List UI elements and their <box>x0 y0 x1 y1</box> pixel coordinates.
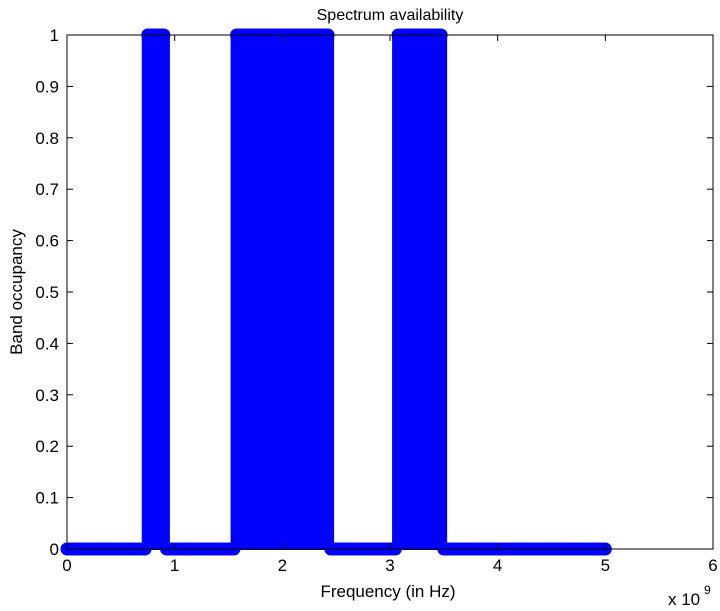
y-tick-label: 0.7 <box>35 180 59 199</box>
x-tick-label: 6 <box>708 556 717 575</box>
y-tick-label: 0.2 <box>35 437 59 456</box>
y-tick-label: 0.8 <box>35 129 59 148</box>
y-tick-label: 0.9 <box>35 77 59 96</box>
chart-title: Spectrum availability <box>317 7 464 24</box>
x-exponent-power: 9 <box>704 583 711 597</box>
y-axis-ticks: 0 0.1 0.2 0.3 0.4 0.5 0.6 0.7 0.8 0.9 1 <box>35 26 713 559</box>
x-tick-label: 1 <box>170 556 179 575</box>
x-exponent-label: x 10 <box>668 590 700 609</box>
y-tick-label: 0 <box>50 540 59 559</box>
plot-area <box>67 35 713 549</box>
y-axis-label: Band occupancy <box>7 229 26 355</box>
y-tick-label: 1 <box>50 26 59 45</box>
x-axis-label: Frequency (in Hz) <box>320 582 455 601</box>
x-tick-label: 4 <box>493 556 502 575</box>
x-axis-ticks: 0 1 2 3 4 5 6 <box>62 35 718 575</box>
x-tick-label: 5 <box>601 556 610 575</box>
y-tick-label: 0.1 <box>35 489 59 508</box>
y-tick-label: 0.3 <box>35 386 59 405</box>
x-tick-label: 2 <box>278 556 287 575</box>
y-tick-label: 0.5 <box>35 283 59 302</box>
x-tick-label: 0 <box>62 556 71 575</box>
y-tick-label: 0.6 <box>35 232 59 251</box>
y-tick-label: 0.4 <box>35 334 59 353</box>
x-tick-label: 3 <box>385 556 394 575</box>
